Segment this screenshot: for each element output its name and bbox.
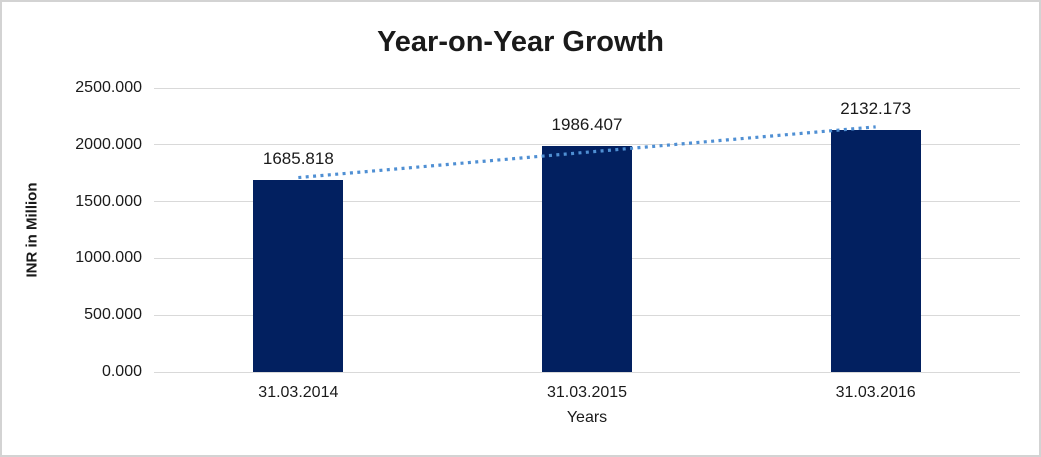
chart-title: Year-on-Year Growth <box>377 26 664 58</box>
y-tick-label: 2500.000 <box>75 79 142 96</box>
bar-value-label: 1986.407 <box>551 115 623 135</box>
y-tick-label: 1000.000 <box>75 249 142 267</box>
gridline <box>154 87 1020 89</box>
x-tick-label: 31.03.2015 <box>546 384 628 401</box>
y-tick-label: 2000.000 <box>75 135 142 153</box>
bar <box>253 180 344 372</box>
x-tick-label: 31.03.2016 <box>835 384 916 401</box>
y-tick-label: 1500.000 <box>75 192 142 210</box>
bar-value-label: 1685.818 <box>262 149 334 169</box>
x-axis-title: Years <box>566 409 608 426</box>
bar <box>830 129 921 372</box>
gridline <box>154 371 1020 373</box>
y-tick-label: 0.000 <box>101 363 142 380</box>
bar-value-label: 2132.173 <box>840 98 912 118</box>
y-tick-label: 500.000 <box>84 306 142 324</box>
bar <box>542 146 632 372</box>
x-tick-label: 31.03.2014 <box>258 384 339 401</box>
